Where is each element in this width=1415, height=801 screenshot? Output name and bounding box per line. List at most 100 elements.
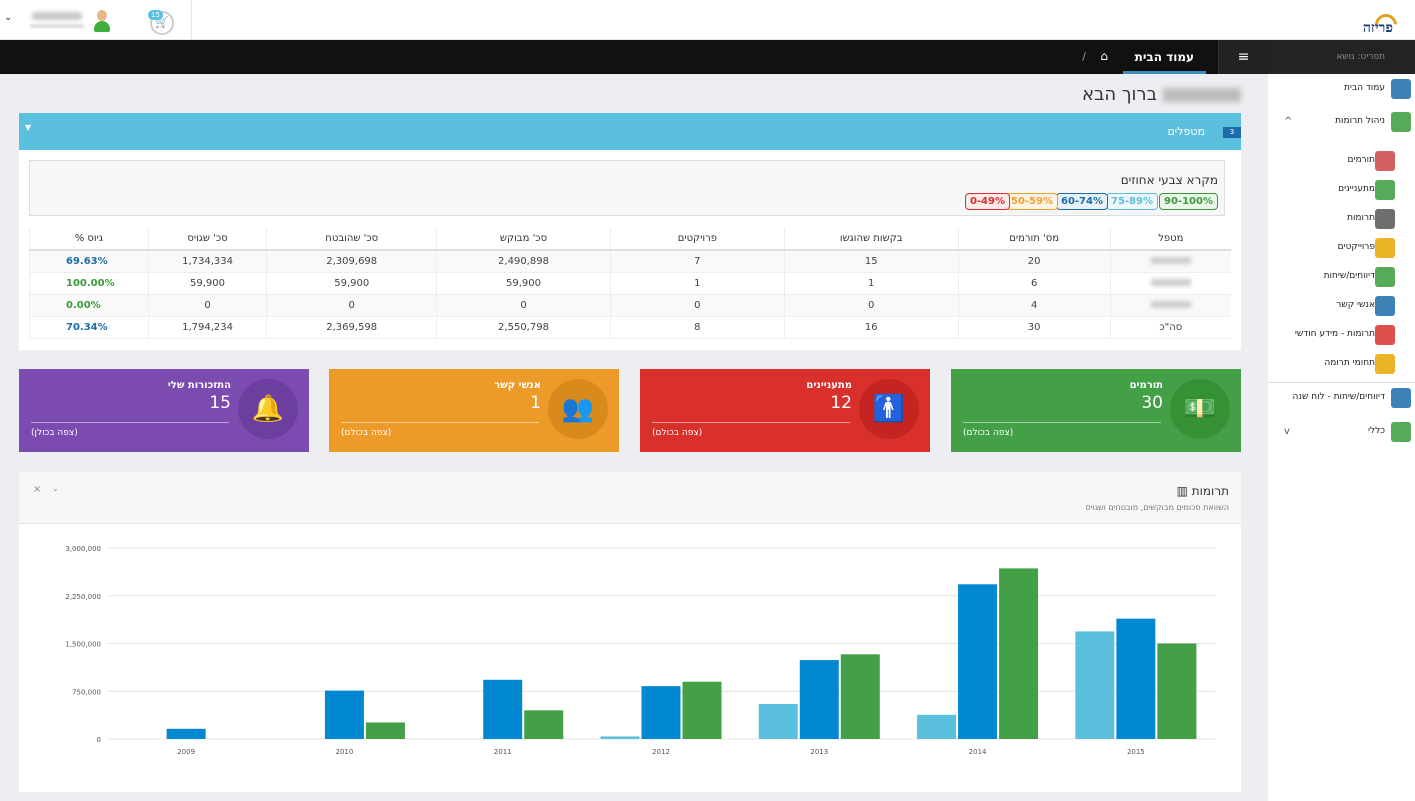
chart-bar[interactable] <box>799 660 839 739</box>
sidebar-item[interactable]: תרומות - מידע חודשי <box>1268 320 1415 349</box>
table-cell-requests: 15 <box>783 250 959 273</box>
chart-bar[interactable] <box>758 703 798 739</box>
stat-value: 1 <box>530 393 541 413</box>
sidebar-item[interactable]: כללי v <box>1268 417 1415 446</box>
handlers-panel-header[interactable]: 3 מטפלים ▼ <box>19 113 1241 150</box>
home-icon[interactable]: ⌂ <box>1100 49 1108 63</box>
pie-icon <box>1375 325 1395 345</box>
table-header-label: סכ' מבוקש <box>499 233 548 244</box>
view-all-link[interactable]: (צפה בכולן) <box>31 428 78 438</box>
table-cell-handler[interactable]: סה"כ <box>1109 316 1231 339</box>
chart-bar[interactable] <box>682 681 722 739</box>
table-cell-promised: 2,369,598 <box>266 316 437 339</box>
sidebar-item-label: דיווחים/שיחות <box>1323 271 1375 281</box>
chart-title-text: תרומות <box>1191 484 1229 498</box>
table-cell-count: 30 <box>957 316 1111 339</box>
table-cell-requests: 0 <box>783 294 959 317</box>
stat-circle <box>1170 379 1230 439</box>
chevron-down-icon[interactable]: v <box>1284 426 1290 437</box>
chevron-up-icon[interactable]: ^ <box>1284 116 1293 127</box>
table-total-row[interactable]: 70.34% 1,794,234 2,369,598 2,550,798 8 16 30 סה… <box>29 316 1231 339</box>
close-icon[interactable]: × <box>33 484 42 495</box>
table-header[interactable]: בקשות שהוגשו <box>783 228 959 251</box>
sidebar-item[interactable]: פרוייקטים <box>1268 233 1415 262</box>
sidebar-item[interactable]: אנשי קשר <box>1268 291 1415 320</box>
chart-bar[interactable] <box>641 686 681 739</box>
legend-pill: 60-74% <box>1055 193 1108 210</box>
chart-bar[interactable] <box>999 568 1039 739</box>
chart-bar[interactable] <box>1075 631 1115 739</box>
table-header[interactable]: מס' תורמים <box>957 228 1111 251</box>
chart-bar[interactable] <box>1116 618 1156 739</box>
user-area[interactable]: ⌄ 🛒 15 <box>0 0 192 40</box>
chart-title: ▥ תרומות <box>1177 484 1229 498</box>
general-icon <box>1391 422 1411 442</box>
chart-bar[interactable] <box>958 584 998 739</box>
view-all-link[interactable]: (צפה בכולם) <box>652 428 703 438</box>
table-cell-requests: 16 <box>783 316 959 339</box>
interested-icon <box>1375 180 1395 200</box>
table-header[interactable]: סכ' מבוקש <box>436 228 611 251</box>
table-header[interactable]: מטפל <box>1109 228 1231 251</box>
view-all-link[interactable]: (צפה בכולם) <box>341 428 392 438</box>
sidebar-search-placeholder: תפריט: נושא <box>1336 52 1385 62</box>
user-subtitle <box>30 24 84 28</box>
sidebar-search[interactable]: תפריט: נושא <box>1268 40 1415 74</box>
chart-bar[interactable] <box>917 714 957 739</box>
stat-value: 12 <box>830 393 852 413</box>
view-all-link[interactable]: (צפה בכולם) <box>963 428 1014 438</box>
table-header-label: סכ' שהובטח <box>325 233 379 244</box>
chart-bar[interactable] <box>166 728 206 739</box>
handler-name <box>1150 256 1191 264</box>
menu-toggle-button[interactable]: ≡ <box>1218 40 1268 74</box>
sidebar-item-label: פרוייקטים <box>1337 242 1375 252</box>
table-cell-requested: 2,490,898 <box>436 250 611 273</box>
chart-bar[interactable] <box>600 736 640 739</box>
chart-bar[interactable] <box>324 690 364 739</box>
sidebar-item[interactable]: דיווחים/שיחות <box>1268 262 1415 291</box>
collapse-caret-icon[interactable]: ▼ <box>25 123 32 132</box>
user-menu-caret-icon[interactable]: ⌄ <box>4 12 13 23</box>
table-row[interactable]: 0.00% 0 0 0 0 0 4 <box>29 294 1231 317</box>
table-row[interactable]: 100.00% 59,900 59,900 59,900 1 1 6 <box>29 272 1231 295</box>
sidebar-item[interactable]: תחומי תרומה <box>1268 349 1415 378</box>
stat-box[interactable]: 🚹 מתעניינים 12 (צפה בכולם) <box>640 369 930 452</box>
table-header[interactable]: פרויקטים <box>609 228 785 251</box>
chart-bar[interactable] <box>365 722 405 739</box>
y-tick-label: 3,000,000 <box>65 545 101 553</box>
stat-label: תורמים <box>1129 380 1163 391</box>
table-cell-promised: 59,900 <box>266 272 437 295</box>
sidebar-item[interactable]: עמוד הבית <box>1268 74 1415 103</box>
logo[interactable]: פריזה <box>1345 8 1405 41</box>
table-header[interactable]: סכ' שהובטח <box>266 228 437 251</box>
y-tick-label: 0 <box>97 736 101 744</box>
table-cell-handler[interactable] <box>1109 250 1231 273</box>
stat-box[interactable]: 🔔 התזכורות שלי 15 (צפה בכולן) <box>19 369 309 452</box>
sidebar-item-label: ניהול תרומות <box>1335 116 1385 126</box>
table-row[interactable]: 69.63% 1,734,334 2,309,698 2,490,898 7 15 20 <box>29 250 1231 273</box>
sidebar-item[interactable]: תורמים <box>1268 146 1415 175</box>
chart-bar[interactable] <box>840 654 880 739</box>
group-icon: 👥 <box>561 394 595 424</box>
avatar[interactable] <box>92 10 112 32</box>
hamburger-icon: ≡ <box>1237 49 1250 65</box>
sidebar-item[interactable]: תרומות <box>1268 204 1415 233</box>
table-cell-handler[interactable] <box>1109 294 1231 317</box>
stat-box[interactable]: 👥 אנשי קשר 1 (צפה בכולם) <box>329 369 619 452</box>
table-header[interactable]: % גיוס <box>29 228 149 251</box>
donations-bar-chart: 0 750,000 1,500,000 2,250,000 3,000,000 2009 2… <box>65 545 1215 756</box>
breadcrumb-home[interactable]: עמוד הבית <box>1122 40 1206 74</box>
stat-box[interactable]: 💵 תורמים 30 (צפה בכולם) <box>951 369 1241 452</box>
sidebar-item[interactable]: מתעניינים <box>1268 175 1415 204</box>
sidebar-item[interactable]: דיווחים/שיחות - לוח שנה <box>1268 382 1415 411</box>
stat-boxes: 💵 תורמים 30 (צפה בכולם) 🚹 מתעניינים 12 (צפה בכו… <box>19 369 1241 452</box>
chevron-down-icon[interactable]: ⌄ <box>52 484 59 493</box>
user-name <box>32 12 82 20</box>
sidebar-item[interactable]: ניהול תרומות ^ <box>1268 107 1415 136</box>
chart-bar[interactable] <box>483 679 523 739</box>
table-header[interactable]: סכ' שגויס <box>147 228 267 251</box>
table-cell-handler[interactable] <box>1109 272 1231 295</box>
legend-pill: 90-100% <box>1159 193 1218 210</box>
chart-bar[interactable] <box>1157 643 1197 740</box>
chart-bar[interactable] <box>524 710 564 739</box>
